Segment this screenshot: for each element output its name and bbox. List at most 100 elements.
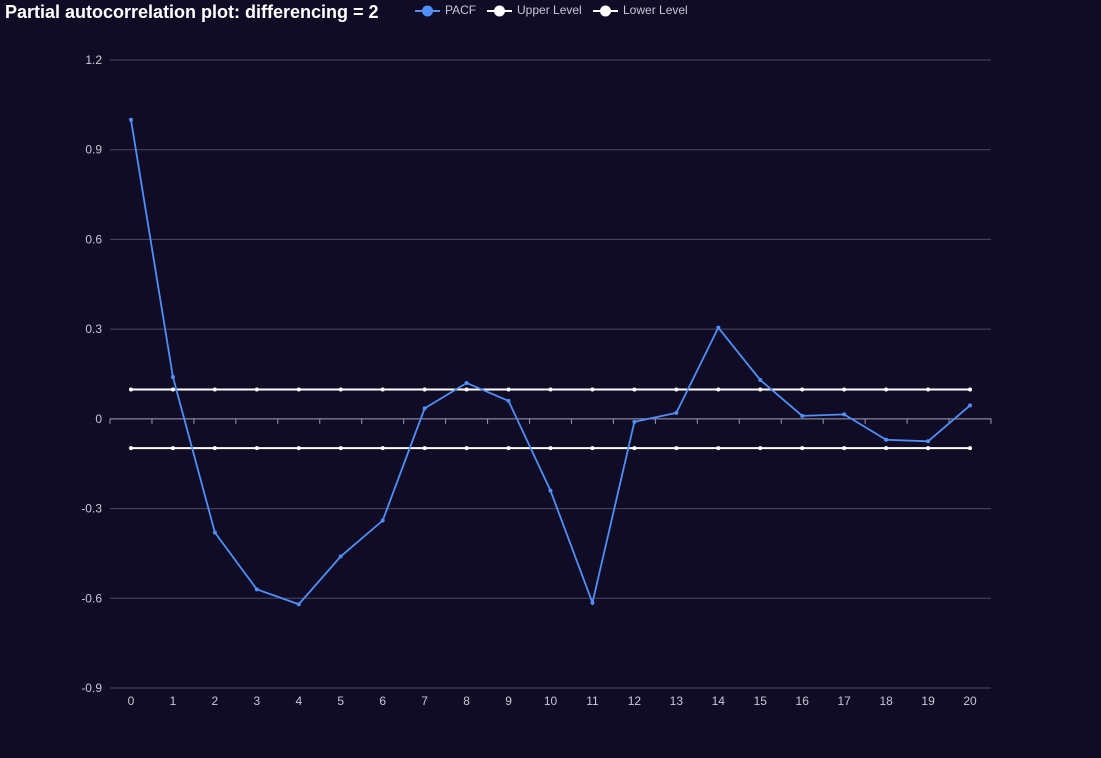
x-tick-label: 20 bbox=[963, 694, 977, 708]
upper-level-point bbox=[464, 387, 469, 392]
pacf-point bbox=[548, 488, 553, 493]
pacf-point bbox=[212, 530, 217, 535]
grid-lines bbox=[110, 59, 991, 689]
upper-level-point bbox=[170, 387, 175, 392]
x-tick-label: 19 bbox=[921, 694, 935, 708]
upper-level-point bbox=[296, 387, 301, 392]
lower-level-point bbox=[128, 446, 133, 451]
x-tick-label: 8 bbox=[463, 694, 470, 708]
y-tick-label: -0.6 bbox=[81, 591, 102, 605]
y-tick-label: 0 bbox=[95, 412, 102, 426]
x-tick-label: 9 bbox=[505, 694, 512, 708]
x-tick-label: 0 bbox=[128, 694, 135, 708]
pacf-point bbox=[758, 377, 763, 382]
pacf-point bbox=[632, 419, 637, 424]
lower-level-point bbox=[548, 446, 553, 451]
lower-level-point bbox=[758, 446, 763, 451]
x-tick-label: 3 bbox=[253, 694, 260, 708]
x-axis: 0 1 2 3 4 5 6 7 8 9 10 11 12 13 14 15 16 17 18 19 20 bbox=[109, 418, 992, 708]
pacf-line bbox=[130, 119, 971, 606]
upper-level-point bbox=[128, 387, 133, 392]
pacf-point bbox=[464, 380, 469, 385]
lower-level-point bbox=[464, 446, 469, 451]
legend-label-lower-level: Lower Level bbox=[623, 3, 688, 17]
lower-level-point bbox=[716, 446, 721, 451]
lower-level-point bbox=[338, 446, 343, 451]
upper-level-point bbox=[254, 387, 259, 392]
chart-title: Partial autocorrelation plot: differenci… bbox=[5, 2, 379, 22]
pacf-point bbox=[296, 602, 301, 607]
legend-marker-upper-level bbox=[494, 5, 505, 17]
pacf-point bbox=[968, 403, 973, 408]
upper-level-point bbox=[926, 387, 931, 392]
lower-level-point bbox=[800, 446, 805, 451]
upper-level-point bbox=[548, 387, 553, 392]
pacf-point bbox=[128, 117, 133, 122]
x-tick-label: 11 bbox=[586, 694, 599, 708]
x-tick-label: 14 bbox=[712, 694, 726, 708]
x-tick-label: 1 bbox=[170, 694, 177, 708]
pacf-point bbox=[254, 587, 259, 592]
lower-level-point bbox=[212, 446, 217, 451]
x-tick-label: 4 bbox=[295, 694, 302, 708]
upper-level-point bbox=[212, 387, 217, 392]
x-tick-label: 2 bbox=[212, 694, 219, 708]
pacf-point bbox=[506, 398, 511, 403]
legend-label-upper-level: Upper Level bbox=[517, 3, 582, 17]
lower-level-point bbox=[926, 446, 931, 451]
pacf-point bbox=[338, 554, 343, 559]
lower-level-point bbox=[884, 446, 889, 451]
legend: PACF Upper Level Lower Level bbox=[415, 3, 688, 17]
pacf-point bbox=[590, 600, 595, 605]
upper-level-point bbox=[842, 387, 847, 392]
pacf-point bbox=[380, 518, 385, 523]
lower-level-point bbox=[254, 446, 259, 451]
upper-level-point bbox=[422, 387, 427, 392]
lower-level-point bbox=[842, 446, 847, 451]
pacf-point bbox=[422, 406, 427, 411]
y-axis: 1.2 0.9 0.6 0.3 0 -0.3 -0.6 -0.9 bbox=[81, 53, 102, 695]
upper-level-point bbox=[674, 387, 679, 392]
lower-level-point bbox=[674, 446, 679, 451]
pacf-point bbox=[674, 410, 679, 415]
y-tick-label: 0.3 bbox=[85, 322, 102, 336]
pacf-point bbox=[800, 413, 805, 418]
x-tick-label: 16 bbox=[796, 694, 810, 708]
pacf-point bbox=[170, 374, 175, 379]
y-tick-label: -0.9 bbox=[81, 681, 102, 695]
lower-level-point bbox=[506, 446, 511, 451]
lower-level-point bbox=[632, 446, 637, 451]
pacf-point bbox=[842, 412, 847, 417]
x-tick-label: 7 bbox=[421, 694, 428, 708]
upper-level-point bbox=[758, 387, 763, 392]
upper-level-point bbox=[506, 387, 511, 392]
series-group bbox=[128, 117, 973, 607]
y-tick-label: 1.2 bbox=[85, 53, 102, 67]
upper-level-point bbox=[884, 387, 889, 392]
lower-level-point bbox=[380, 446, 385, 451]
upper-level-point bbox=[968, 387, 973, 392]
upper-level-point bbox=[716, 387, 721, 392]
lower-level-point bbox=[296, 446, 301, 451]
x-tick-label: 10 bbox=[544, 694, 558, 708]
upper-level-point bbox=[338, 387, 343, 392]
pacf-point bbox=[884, 437, 889, 442]
upper-level-point bbox=[800, 387, 805, 392]
upper-level-point bbox=[590, 387, 595, 392]
x-tick-label: 12 bbox=[628, 694, 642, 708]
y-tick-label: -0.3 bbox=[81, 502, 102, 516]
x-tick-label: 15 bbox=[754, 694, 768, 708]
x-tick-label: 17 bbox=[837, 694, 851, 708]
legend-marker-lower-level bbox=[600, 5, 611, 17]
upper-level-point bbox=[380, 387, 385, 392]
lower-level-point bbox=[590, 446, 595, 451]
legend-label-pacf: PACF bbox=[445, 3, 476, 17]
x-tick-label: 6 bbox=[379, 694, 386, 708]
x-tick-label: 18 bbox=[879, 694, 893, 708]
pacf-point bbox=[716, 325, 721, 330]
x-tick-label: 13 bbox=[670, 694, 684, 708]
y-tick-label: 0.6 bbox=[85, 232, 102, 246]
upper-level-point bbox=[632, 387, 637, 392]
lower-level-point bbox=[968, 446, 973, 451]
